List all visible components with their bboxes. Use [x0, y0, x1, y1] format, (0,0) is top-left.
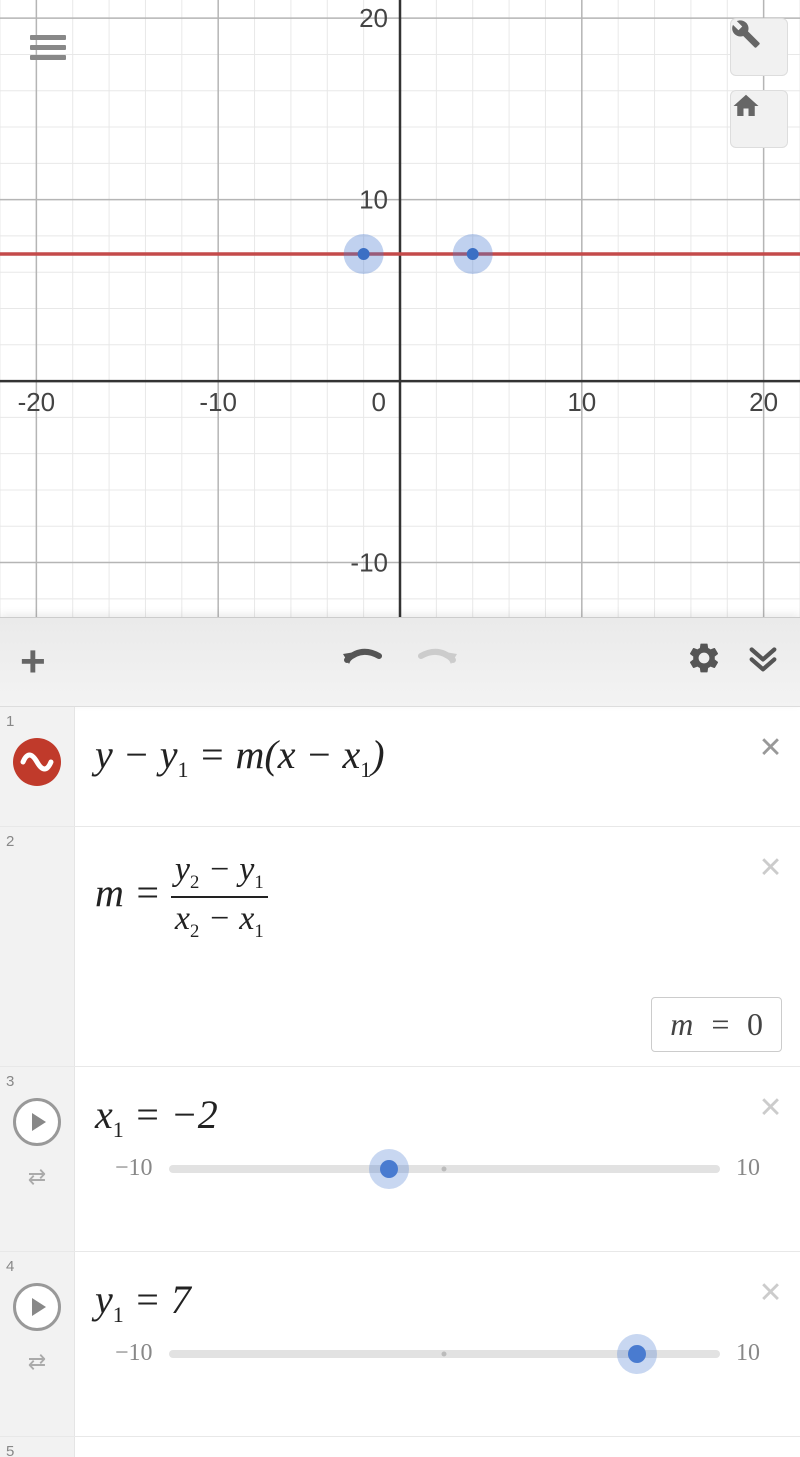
play-button[interactable]: [13, 1283, 61, 1331]
slider[interactable]: −10 10: [95, 1328, 780, 1387]
expression-row[interactable]: 3 ⇄ x1 = −2 × −10 10: [0, 1067, 800, 1252]
svg-text:20: 20: [749, 387, 778, 417]
expression-index-col: 2: [0, 827, 75, 1066]
expression-index: 2: [6, 833, 14, 850]
redo-button[interactable]: [415, 641, 459, 683]
expression-row[interactable]: 2 m = y2 − y1 x2 − x1 × m = 0: [0, 827, 800, 1067]
expression-row[interactable]: 1 y − y1 = m(x − x1) ×: [0, 707, 800, 827]
expression-content[interactable]: y1 = 7 × −10 10: [75, 1252, 800, 1436]
delete-button[interactable]: ×: [759, 1268, 782, 1315]
line-color-icon[interactable]: [13, 738, 61, 786]
slider[interactable]: −10 10: [95, 1143, 780, 1202]
play-button[interactable]: [13, 1098, 61, 1146]
expression-formula: y1 = 7: [95, 1277, 191, 1322]
slider-min-label: −10: [115, 1155, 153, 1182]
expression-index-col: 3 ⇄: [0, 1067, 75, 1251]
slider-max-label: 10: [736, 1340, 760, 1367]
expression-row[interactable]: 4 ⇄ y1 = 7 × −10 10: [0, 1252, 800, 1437]
expression-index: 4: [6, 1258, 14, 1275]
expression-index: 5: [6, 1443, 14, 1457]
expressions-list: 1 y − y1 = m(x − x1) × 2 m = y2 − y1 x2 …: [0, 707, 800, 1457]
graph-area[interactable]: -20 -10 0 10 20 -10 10 20: [0, 0, 800, 617]
undo-button[interactable]: [341, 641, 385, 683]
expression-row[interactable]: 5: [0, 1437, 800, 1457]
svg-text:10: 10: [359, 185, 388, 215]
svg-text:0: 0: [372, 387, 386, 417]
svg-text:-10: -10: [350, 548, 388, 578]
slider-thumb[interactable]: [628, 1345, 646, 1363]
expression-content[interactable]: [75, 1437, 800, 1457]
expression-content[interactable]: x1 = −2 × −10 10: [75, 1067, 800, 1251]
loop-icon[interactable]: ⇄: [28, 1349, 46, 1375]
expression-index: 3: [6, 1073, 14, 1090]
delete-button[interactable]: ×: [759, 843, 782, 890]
delete-button[interactable]: ×: [759, 723, 782, 770]
slider-max-label: 10: [736, 1155, 760, 1182]
toolbar: +: [0, 617, 800, 707]
loop-icon[interactable]: ⇄: [28, 1164, 46, 1190]
slider-thumb[interactable]: [380, 1160, 398, 1178]
slider-track[interactable]: [169, 1350, 720, 1358]
delete-button[interactable]: ×: [759, 1083, 782, 1130]
expression-formula: x1 = −2: [95, 1092, 218, 1137]
settings-button[interactable]: [686, 640, 722, 685]
expression-index-col: 5: [0, 1437, 75, 1457]
slider-min-label: −10: [115, 1340, 153, 1367]
wrench-button[interactable]: [730, 18, 788, 76]
add-expression-button[interactable]: +: [20, 637, 46, 687]
slider-track[interactable]: [169, 1165, 720, 1173]
expression-content[interactable]: y − y1 = m(x − x1) ×: [75, 707, 800, 826]
collapse-button[interactable]: [746, 641, 780, 684]
home-button[interactable]: [730, 90, 788, 148]
svg-text:20: 20: [359, 3, 388, 33]
expression-index-col: 1: [0, 707, 75, 826]
expression-content[interactable]: m = y2 − y1 x2 − x1 × m = 0: [75, 827, 800, 1066]
expression-index: 1: [6, 713, 14, 730]
expression-formula: m = y2 − y1 x2 − x1: [95, 870, 268, 915]
expression-index-col: 4 ⇄: [0, 1252, 75, 1436]
svg-text:10: 10: [567, 387, 596, 417]
menu-icon[interactable]: [30, 30, 66, 65]
expression-formula: y − y1 = m(x − x1): [95, 732, 385, 777]
result-value: m = 0: [651, 997, 782, 1052]
svg-text:-10: -10: [199, 387, 237, 417]
graph-svg: -20 -10 0 10 20 -10 10 20: [0, 0, 800, 617]
svg-text:-20: -20: [18, 387, 56, 417]
